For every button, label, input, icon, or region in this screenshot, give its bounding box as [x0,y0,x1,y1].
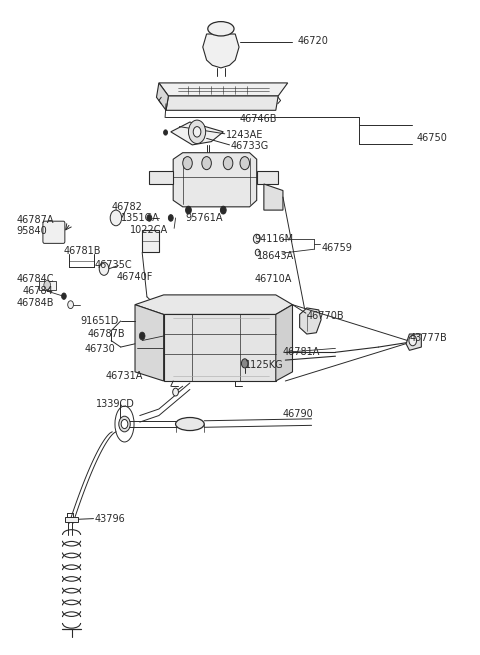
Text: 46733G: 46733G [230,141,269,151]
Text: 1243AE: 1243AE [226,130,263,140]
Circle shape [186,206,192,214]
Polygon shape [257,171,278,184]
Text: 46782: 46782 [111,202,142,212]
Text: 46750: 46750 [417,134,447,143]
Circle shape [253,234,260,244]
Circle shape [255,250,260,255]
Text: 18643A: 18643A [257,251,294,261]
Text: 46787A: 46787A [17,215,54,225]
Text: 46730: 46730 [85,344,116,354]
Text: 46731A: 46731A [106,371,143,381]
Text: 46790: 46790 [283,409,314,419]
Text: 94116M: 94116M [254,234,293,244]
Circle shape [193,126,201,137]
Text: 1351GA: 1351GA [120,213,159,223]
Text: 46735C: 46735C [95,260,132,270]
Text: 95761A: 95761A [185,213,223,223]
Polygon shape [166,96,278,110]
Circle shape [68,301,73,309]
Circle shape [240,157,250,170]
Polygon shape [142,230,159,252]
Circle shape [119,416,130,432]
Circle shape [164,130,168,135]
Polygon shape [276,305,292,381]
Circle shape [139,332,145,340]
Text: 46787B: 46787B [87,329,125,339]
Circle shape [220,206,226,214]
Polygon shape [164,314,276,381]
Text: 46781B: 46781B [63,246,101,255]
Text: 43796: 43796 [95,514,125,524]
Polygon shape [159,83,288,96]
Text: 1125KG: 1125KG [245,360,283,369]
Polygon shape [156,83,168,110]
Polygon shape [173,153,257,207]
Polygon shape [65,517,78,522]
Circle shape [121,419,128,428]
Circle shape [202,157,211,170]
Text: 46710A: 46710A [254,274,292,284]
Polygon shape [38,280,56,290]
Circle shape [173,388,179,396]
Text: 91651D: 91651D [80,316,119,326]
Text: 46720: 46720 [297,35,328,45]
Text: 46740F: 46740F [117,272,153,282]
Circle shape [110,210,121,226]
Circle shape [183,157,192,170]
Text: 46784C: 46784C [17,274,54,284]
Circle shape [99,262,109,275]
Circle shape [409,335,417,346]
Text: 46770B: 46770B [307,310,345,321]
Circle shape [44,280,50,290]
Polygon shape [135,295,292,314]
Circle shape [241,359,248,368]
Ellipse shape [208,22,234,36]
Text: 1022CA: 1022CA [130,225,168,234]
Text: 1339CD: 1339CD [96,400,135,409]
Text: 46759: 46759 [321,243,352,253]
Polygon shape [135,305,164,381]
Circle shape [61,293,66,299]
Polygon shape [203,34,239,68]
Polygon shape [406,334,421,350]
Circle shape [189,120,205,143]
Text: 46784B: 46784B [17,298,54,308]
Polygon shape [171,122,223,145]
Polygon shape [149,171,173,184]
Polygon shape [300,308,321,334]
Polygon shape [264,184,283,210]
Ellipse shape [176,417,204,430]
Text: 95840: 95840 [17,226,48,236]
Circle shape [223,157,233,170]
Circle shape [168,215,173,221]
FancyBboxPatch shape [43,221,65,244]
Text: 43777B: 43777B [409,333,447,343]
Text: 46784: 46784 [23,286,54,296]
Circle shape [147,215,152,221]
Text: 46746B: 46746B [240,114,277,124]
Text: 46781A: 46781A [283,347,320,357]
